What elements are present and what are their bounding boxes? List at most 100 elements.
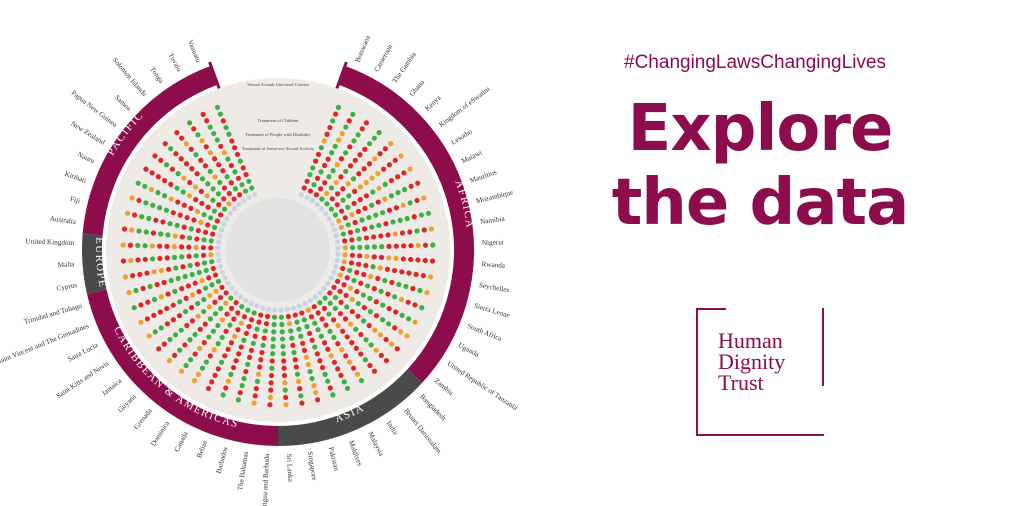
status-dot xyxy=(330,317,337,323)
status-dot xyxy=(315,327,321,333)
status-dot xyxy=(366,161,373,167)
status-dot xyxy=(407,229,413,235)
status-dot xyxy=(175,171,181,177)
status-dot xyxy=(155,174,161,180)
status-dot xyxy=(152,153,158,159)
status-dot xyxy=(205,222,211,228)
status-dot xyxy=(429,258,436,264)
status-dot xyxy=(120,258,127,264)
status-dot xyxy=(371,135,377,141)
status-dot xyxy=(226,201,232,207)
status-dot xyxy=(165,232,171,238)
status-dot xyxy=(327,124,333,131)
status-dot xyxy=(383,336,389,343)
status-dot xyxy=(243,297,249,304)
status-dot xyxy=(246,323,252,330)
status-dot xyxy=(329,150,335,156)
country-label: Guyana xyxy=(116,392,138,414)
country-label: Namibia xyxy=(480,215,506,226)
status-dot xyxy=(363,193,370,199)
country-label: Saint Lucia xyxy=(66,341,100,364)
status-dot xyxy=(358,331,364,338)
status-dot xyxy=(380,210,386,216)
status-dot xyxy=(233,300,239,306)
status-dot xyxy=(322,295,328,301)
status-dot xyxy=(174,130,180,136)
status-dot xyxy=(400,202,406,208)
status-dot xyxy=(164,255,170,261)
status-dot xyxy=(383,357,390,364)
logo-frame-top xyxy=(698,308,726,310)
status-dot xyxy=(179,135,185,141)
status-dot xyxy=(226,190,232,197)
status-dot xyxy=(336,218,342,224)
status-dot xyxy=(351,200,357,207)
status-dot xyxy=(355,300,361,307)
status-dot xyxy=(307,188,314,194)
status-dot xyxy=(364,283,371,289)
status-dot xyxy=(288,328,294,334)
status-dot xyxy=(184,214,190,221)
status-dot xyxy=(243,368,249,375)
status-dot xyxy=(344,334,350,340)
status-dot xyxy=(355,132,361,138)
status-dot xyxy=(197,326,203,332)
status-dot xyxy=(126,289,132,296)
status-dot xyxy=(219,317,226,323)
status-dot xyxy=(414,228,420,234)
status-dot xyxy=(399,230,406,236)
status-dot xyxy=(217,111,224,117)
status-dot xyxy=(418,212,424,218)
status-dot xyxy=(350,176,357,182)
chart-center xyxy=(226,198,330,302)
status-dot xyxy=(314,201,320,208)
status-dot xyxy=(220,168,226,174)
status-dot xyxy=(228,180,234,186)
status-dot xyxy=(303,354,310,361)
status-dot xyxy=(271,321,277,328)
status-dot xyxy=(322,180,328,186)
status-dot xyxy=(229,138,235,144)
status-dot xyxy=(335,251,341,257)
status-dot xyxy=(241,337,247,343)
status-dot xyxy=(375,171,381,177)
status-dot xyxy=(342,316,349,322)
status-dot xyxy=(286,321,293,327)
status-dot xyxy=(364,244,370,250)
status-dot xyxy=(354,227,361,234)
status-dot xyxy=(363,120,370,126)
status-dot xyxy=(135,242,141,249)
status-dot xyxy=(204,193,210,199)
status-dot xyxy=(290,342,296,348)
status-dot xyxy=(170,210,176,216)
status-dot xyxy=(268,372,275,379)
status-dot xyxy=(211,130,217,137)
status-dot xyxy=(361,271,367,278)
status-dot xyxy=(220,118,226,124)
status-dot xyxy=(324,190,330,197)
status-dot xyxy=(292,312,298,318)
status-dot xyxy=(270,351,276,357)
status-dot xyxy=(245,361,251,368)
status-dot xyxy=(421,227,427,233)
status-dot xyxy=(279,329,285,335)
status-dot xyxy=(309,337,315,343)
status-dot xyxy=(173,151,179,157)
status-dot xyxy=(201,340,207,346)
status-dot xyxy=(351,277,357,284)
status-dot xyxy=(332,294,339,301)
status-dot xyxy=(267,394,273,401)
status-dot xyxy=(322,162,328,169)
status-dot xyxy=(201,308,207,315)
status-dot xyxy=(221,196,227,202)
status-dot xyxy=(187,179,193,186)
status-dot xyxy=(129,195,135,201)
status-dot xyxy=(158,157,164,163)
status-dot xyxy=(220,392,226,398)
status-dot xyxy=(199,365,206,371)
status-dot xyxy=(371,254,377,260)
status-dot xyxy=(291,349,297,356)
status-dot xyxy=(308,314,315,320)
status-dot xyxy=(421,195,427,201)
status-dot xyxy=(189,318,196,324)
